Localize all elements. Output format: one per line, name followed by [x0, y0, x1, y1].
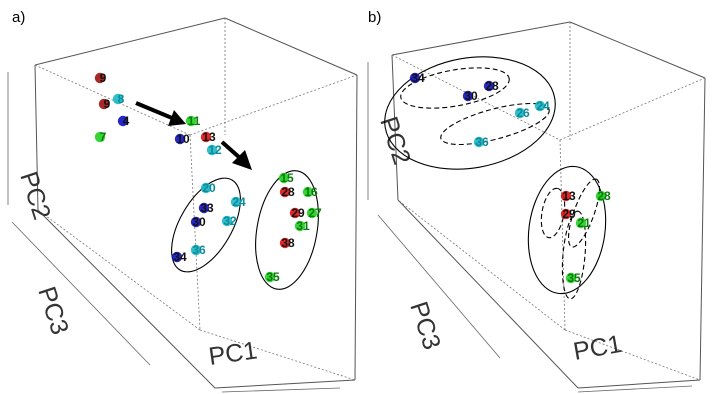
point-label: 24	[536, 99, 550, 113]
point-marker	[171, 251, 183, 263]
point-label: 30	[464, 89, 478, 103]
panel-b-pc1-arrow	[577, 385, 693, 393]
point-marker	[206, 144, 218, 156]
point-label: 28	[597, 189, 611, 203]
panel-b-xlabel: PC1	[571, 330, 624, 366]
point-marker	[534, 100, 546, 112]
point-label: 29	[562, 207, 576, 221]
panel-b-upper-dashed-2	[440, 102, 550, 146]
point-label: 24	[232, 195, 246, 209]
point-marker	[294, 220, 306, 232]
point-marker	[117, 115, 129, 127]
point-label: 34	[411, 71, 425, 85]
point-marker	[174, 133, 186, 145]
panel-b-upper-ellipse	[384, 56, 556, 170]
point-marker	[185, 115, 197, 127]
panel-b-ylabel: PC2	[374, 113, 416, 168]
panel-a-xlabel: PC1	[207, 336, 259, 370]
panel-b-pc3-arrow	[377, 214, 501, 359]
point-marker	[278, 172, 290, 184]
panel-b-label: b)	[368, 9, 381, 26]
panel-b-lower-dashed-2	[567, 178, 601, 248]
panel-a-label: a)	[12, 9, 25, 26]
point-label: 27	[308, 206, 322, 220]
point-label: 20	[202, 181, 216, 195]
point-label: 13	[202, 130, 216, 144]
point-marker	[264, 271, 276, 283]
point-marker	[473, 136, 485, 148]
point-marker	[483, 80, 495, 92]
point-label: 36	[192, 243, 206, 257]
point-marker	[94, 131, 106, 143]
point-marker	[190, 216, 202, 228]
panel-b-lower-dashed-3	[561, 210, 587, 300]
point-marker	[190, 244, 202, 256]
point-label: 7	[100, 130, 107, 144]
point-label: 35	[567, 271, 581, 285]
point-label: 34	[173, 250, 187, 264]
panel-a: a) PC2 PC3 PC1	[7, 9, 358, 393]
panel-a-ylabel: PC2	[14, 168, 56, 223]
point-marker	[230, 196, 242, 208]
panel-a-cluster-ellipse-1	[171, 177, 241, 273]
point-marker	[289, 207, 301, 219]
point-marker	[306, 207, 318, 219]
panel-b-zlabel: PC3	[404, 298, 446, 353]
point-label: 10	[176, 132, 190, 146]
point-label: 21	[577, 216, 591, 230]
point-marker	[575, 217, 587, 229]
point-marker	[200, 131, 212, 143]
point-label: 9	[100, 71, 107, 85]
point-marker	[200, 182, 212, 194]
point-label: 8	[118, 92, 125, 106]
point-label: 36	[475, 135, 489, 149]
point-label: 35	[266, 270, 280, 284]
point-label: 12	[208, 143, 222, 157]
point-marker	[302, 186, 314, 198]
point-label: 15	[280, 171, 294, 185]
point-marker	[560, 190, 572, 202]
panel-b-lower-dashed-1	[540, 187, 566, 239]
point-label: 30	[192, 215, 206, 229]
point-marker	[514, 107, 526, 119]
point-label: 11	[188, 114, 201, 128]
panel-b-lower-ellipse	[527, 165, 607, 295]
panel-a-pc3-arrow	[11, 221, 151, 366]
point-label: 31	[296, 219, 310, 233]
panel-a-pc1-arrow	[221, 387, 341, 393]
point-label: 16	[304, 185, 318, 199]
point-marker	[98, 98, 110, 110]
point-marker	[198, 202, 210, 214]
point-label: 38	[281, 236, 295, 250]
point-label: 33	[200, 201, 214, 215]
point-label: 9	[104, 97, 111, 111]
point-marker	[595, 190, 607, 202]
panel-a-cube	[34, 17, 358, 389]
point-marker	[565, 272, 577, 284]
panel-b-points: 34 30 28 26 24 36 13 29 28 21 35	[409, 71, 611, 285]
point-label: 26	[516, 106, 530, 120]
panel-b-upper-dashed-1	[400, 67, 510, 109]
point-label: 4	[123, 114, 130, 128]
point-marker	[409, 72, 421, 84]
point-marker	[94, 72, 106, 84]
point-label: 28	[485, 79, 499, 93]
point-marker	[279, 237, 291, 249]
panel-a-zlabel: PC3	[32, 283, 74, 338]
panel-a-cluster-ellipse-2	[255, 170, 319, 290]
point-label: 13	[562, 189, 576, 203]
point-marker	[279, 186, 291, 198]
point-marker	[462, 90, 474, 102]
point-label: 28	[281, 185, 295, 199]
panel-b: b) PC2 PC3 PC1 34 30 28 26 24 36 13	[367, 9, 706, 393]
point-label: 29	[291, 206, 305, 220]
point-label: 32	[223, 214, 237, 228]
panel-a-arrows	[135, 101, 252, 170]
point-marker	[112, 93, 124, 105]
point-marker	[221, 215, 233, 227]
point-marker	[560, 208, 572, 220]
